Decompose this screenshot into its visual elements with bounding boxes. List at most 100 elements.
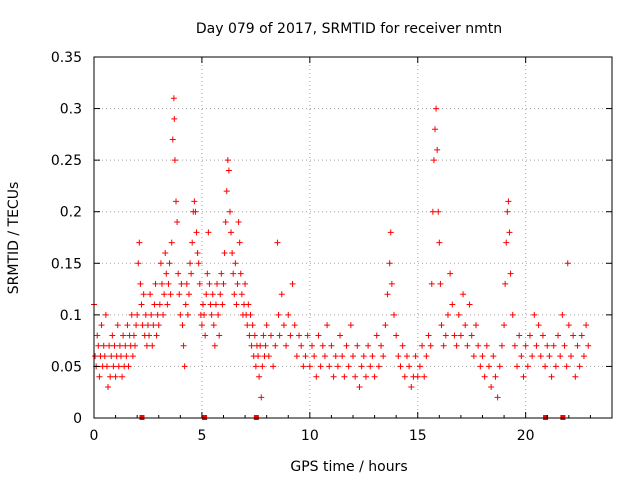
data-point — [147, 291, 154, 298]
data-point — [576, 363, 583, 370]
y-tick-label: 0 — [73, 411, 82, 427]
data-point — [199, 301, 206, 308]
data-point — [175, 270, 182, 277]
data-point — [298, 342, 305, 349]
data-point — [583, 322, 590, 329]
data-point — [103, 363, 110, 370]
data-point — [275, 311, 282, 318]
data-point — [430, 157, 437, 164]
data-point — [109, 332, 116, 339]
data-point — [311, 353, 318, 360]
y-tick-label: 0.05 — [51, 359, 82, 375]
data-point — [161, 291, 168, 298]
data-point — [110, 363, 117, 370]
data-point — [447, 270, 454, 277]
data-point — [132, 342, 139, 349]
data-point — [574, 342, 581, 349]
data-point — [216, 332, 223, 339]
data-point — [226, 208, 233, 215]
data-point — [488, 384, 495, 391]
data-point — [433, 105, 440, 112]
data-point — [438, 322, 445, 329]
data-point — [481, 373, 488, 380]
data-point — [163, 270, 170, 277]
data-point — [360, 353, 367, 360]
data-point — [270, 363, 277, 370]
data-point — [285, 311, 292, 318]
data-point — [217, 291, 224, 298]
data-point — [180, 342, 187, 349]
data-point — [107, 373, 114, 380]
data-point — [136, 239, 143, 246]
data-point — [204, 270, 211, 277]
data-point — [160, 311, 167, 318]
data-point — [287, 332, 294, 339]
data-point — [259, 363, 266, 370]
data-point — [503, 239, 510, 246]
data-point — [245, 301, 252, 308]
data-point — [479, 353, 486, 360]
data-point — [153, 332, 160, 339]
data-point — [339, 353, 346, 360]
data-point — [293, 353, 300, 360]
data-point — [276, 332, 283, 339]
data-point — [165, 280, 172, 287]
data-point — [258, 394, 265, 401]
data-point — [125, 363, 132, 370]
data-point — [181, 363, 188, 370]
data-point — [267, 332, 274, 339]
data-point — [506, 229, 513, 236]
data-point — [128, 311, 135, 318]
data-point — [139, 322, 146, 329]
data-point — [129, 353, 136, 360]
data-point — [149, 342, 156, 349]
data-point — [570, 332, 577, 339]
data-point — [291, 322, 298, 329]
data-point — [184, 311, 191, 318]
data-point — [212, 301, 219, 308]
data-point — [237, 270, 244, 277]
data-point — [386, 260, 393, 267]
data-point — [235, 219, 242, 226]
data-point — [414, 373, 421, 380]
data-point — [222, 219, 229, 226]
data-point — [546, 353, 553, 360]
x-axis-title: GPS time / hours — [290, 459, 407, 475]
data-point — [371, 373, 378, 380]
data-point — [191, 198, 198, 205]
data-point — [189, 239, 196, 246]
data-point — [399, 342, 406, 349]
data-point — [135, 260, 142, 267]
data-point — [406, 363, 413, 370]
data-point — [518, 353, 525, 360]
data-point — [236, 239, 243, 246]
data-point — [133, 322, 140, 329]
data-point — [419, 342, 426, 349]
data-point — [187, 260, 194, 267]
data-point — [244, 322, 251, 329]
data-point — [296, 332, 303, 339]
data-point — [209, 291, 216, 298]
data-point — [345, 363, 352, 370]
data-point — [585, 342, 592, 349]
data-point — [507, 270, 514, 277]
data-point — [429, 208, 436, 215]
data-point — [533, 342, 540, 349]
data-point — [535, 322, 542, 329]
data-point — [516, 332, 523, 339]
data-point — [498, 342, 505, 349]
data-point — [289, 280, 296, 287]
data-point — [246, 332, 253, 339]
data-point — [123, 353, 130, 360]
data-point — [171, 157, 178, 164]
data-point — [378, 342, 385, 349]
data-point — [278, 291, 285, 298]
data-point — [117, 353, 124, 360]
data-point — [221, 249, 228, 256]
data-point — [225, 167, 232, 174]
data-point — [477, 363, 484, 370]
data-point — [150, 322, 157, 329]
data-point — [274, 239, 281, 246]
data-point — [207, 301, 214, 308]
data-point — [192, 208, 199, 215]
